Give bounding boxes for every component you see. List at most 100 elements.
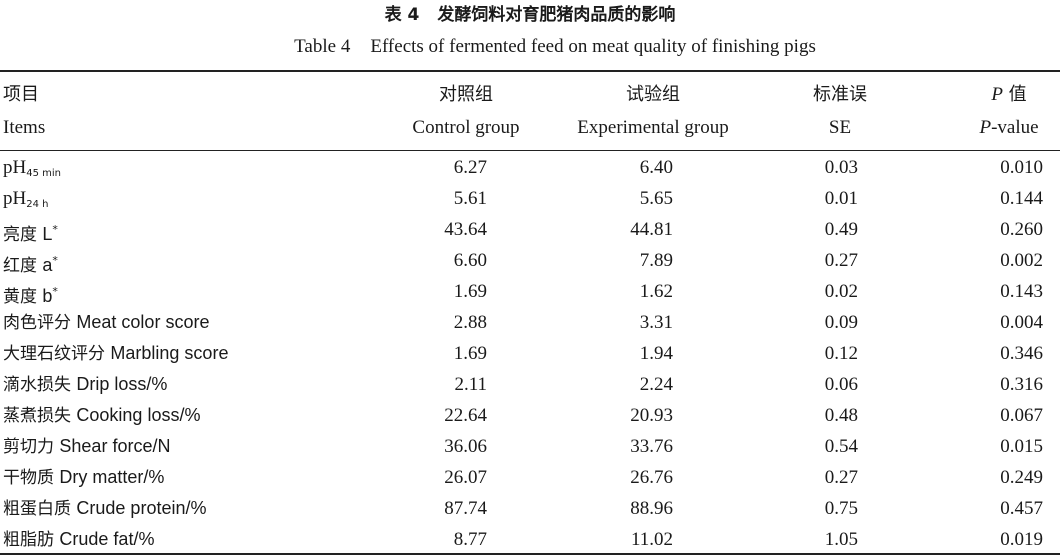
se-value: 0.06 [824,374,858,395]
header-control-en: Control group [412,117,520,138]
se-value: 0.27 [824,467,858,488]
p-value: 0.067 [1000,405,1043,426]
control-value: 26.07 [444,467,487,488]
item-label-superscript: * [52,254,58,267]
table-row: 剪切力 Shear force/N 36.06 33.76 0.54 0.015 [0,431,1060,462]
item-label: 黄度 b* [3,276,58,313]
p-value: 0.019 [1000,529,1043,550]
header-row-cn: 项目 对照组 试验组 标准误 P 值 [0,80,1060,110]
experimental-value: 1.62 [639,281,673,302]
se-value: 0.49 [824,219,858,240]
table-row: 亮度 L* 43.64 44.81 0.49 0.260 [0,214,1060,245]
item-label-cn: 亮度 [3,225,37,245]
item-label: pH45 min [3,152,61,189]
experimental-value: 2.24 [639,374,673,395]
item-label: pH24 h [3,183,48,220]
item-label-superscript: * [52,223,58,236]
control-value: 6.60 [453,250,487,271]
item-label-en: Marbling score [110,343,229,363]
table-number-cn: 表 4 [384,5,420,25]
control-value: 36.06 [444,436,487,457]
item-label: 粗脂肪 Crude fat/% [3,524,154,556]
experimental-value: 33.76 [630,436,673,457]
header-control-cn: 对照组 [439,84,493,105]
table-row: pH24 h 5.61 5.65 0.01 0.144 [0,183,1060,214]
item-label-en: Crude protein/% [76,498,207,518]
table-title-en: Table 4 Effects of fermented feed on meat… [0,34,1060,60]
item-label-en: Cooking loss/% [76,405,201,425]
experimental-value: 44.81 [630,219,673,240]
control-value: 1.69 [453,281,487,302]
control-value: 87.74 [444,498,487,519]
header-row-en: Items Control group Experimental group S… [0,113,1060,143]
item-label-cn: 肉色评分 [3,313,71,333]
item-label: 滴水损失 Drip loss/% [3,369,167,401]
control-value: 43.64 [444,219,487,240]
item-label: 蒸煮损失 Cooking loss/% [3,400,200,432]
experimental-value: 7.89 [639,250,673,271]
item-label-cn: 滴水损失 [3,375,71,395]
item-label-subscript: 45 min [26,168,61,179]
item-label: 红度 a* [3,245,58,282]
item-label-superscript: * [52,285,58,298]
item-label-en: pH [3,157,27,178]
control-value: 2.88 [453,312,487,333]
control-value: 5.61 [453,188,487,209]
header-pvalue-en: P-value [979,117,1039,138]
table-title-cn-text: 发酵饲料对育肥猪肉品质的影响 [437,5,676,25]
experimental-value: 6.40 [639,157,673,178]
p-value: 0.260 [1000,219,1043,240]
se-value: 0.54 [824,436,858,457]
header-pvalue-cn: P 值 [991,84,1027,105]
table-row: 蒸煮损失 Cooking loss/% 22.64 20.93 0.48 0.067 [0,400,1060,431]
se-value: 0.48 [824,405,858,426]
item-label-en: Dry matter/% [59,467,165,487]
header-experimental-en: Experimental group [577,117,729,138]
experimental-value: 11.02 [630,529,673,550]
top-rule [0,70,1060,72]
p-value: 0.346 [1000,343,1043,364]
experimental-value: 88.96 [630,498,673,519]
item-label: 肉色评分 Meat color score [3,307,209,339]
table-row: 粗蛋白质 Crude protein/% 87.74 88.96 0.75 0.457 [0,493,1060,524]
item-label-en: Crude fat/% [59,529,155,549]
item-label-en: a [42,255,53,275]
item-label-cn: 干物质 [3,468,54,488]
item-label-en: Meat color score [76,312,210,332]
p-value: 0.015 [1000,436,1043,457]
item-label-cn: 蒸煮损失 [3,406,71,426]
control-value: 22.64 [444,405,487,426]
table-row: 干物质 Dry matter/% 26.07 26.76 0.27 0.249 [0,462,1060,493]
table-row: 黄度 b* 1.69 1.62 0.02 0.143 [0,276,1060,307]
item-label-cn: 黄度 [3,287,37,307]
header-se-en: SE [828,117,852,138]
item-label-cn: 粗脂肪 [3,530,54,550]
p-value: 0.316 [1000,374,1043,395]
control-value: 1.69 [453,343,487,364]
table-row: pH45 min 6.27 6.40 0.03 0.010 [0,152,1060,183]
item-label-cn: 大理石纹评分 [3,344,105,364]
table-title-en-text: Effects of fermented feed on meat qualit… [370,36,816,57]
p-value: 0.144 [1000,188,1043,209]
item-label-cn: 粗蛋白质 [3,499,71,519]
control-value: 8.77 [453,529,487,550]
se-value: 0.02 [824,281,858,302]
bottom-rule [0,553,1060,555]
item-label-en: Shear force/N [59,436,171,456]
header-experimental-cn: 试验组 [626,84,680,105]
header-rule [0,150,1060,151]
table-number-en: Table 4 [294,36,351,57]
experimental-value: 5.65 [639,188,673,209]
item-label: 粗蛋白质 Crude protein/% [3,493,206,525]
item-label-en: L [42,224,53,244]
item-label-en: Drip loss/% [76,374,168,394]
se-value: 0.09 [824,312,858,333]
p-value: 0.457 [1000,498,1043,519]
header-items-cn: 项目 [3,84,39,105]
se-value: 0.01 [824,188,858,209]
experimental-value: 26.76 [630,467,673,488]
item-label-cn: 剪切力 [3,437,54,457]
p-value: 0.002 [1000,250,1043,271]
header-items-en: Items [3,117,46,138]
table-row: 粗脂肪 Crude fat/% 8.77 11.02 1.05 0.019 [0,524,1060,555]
